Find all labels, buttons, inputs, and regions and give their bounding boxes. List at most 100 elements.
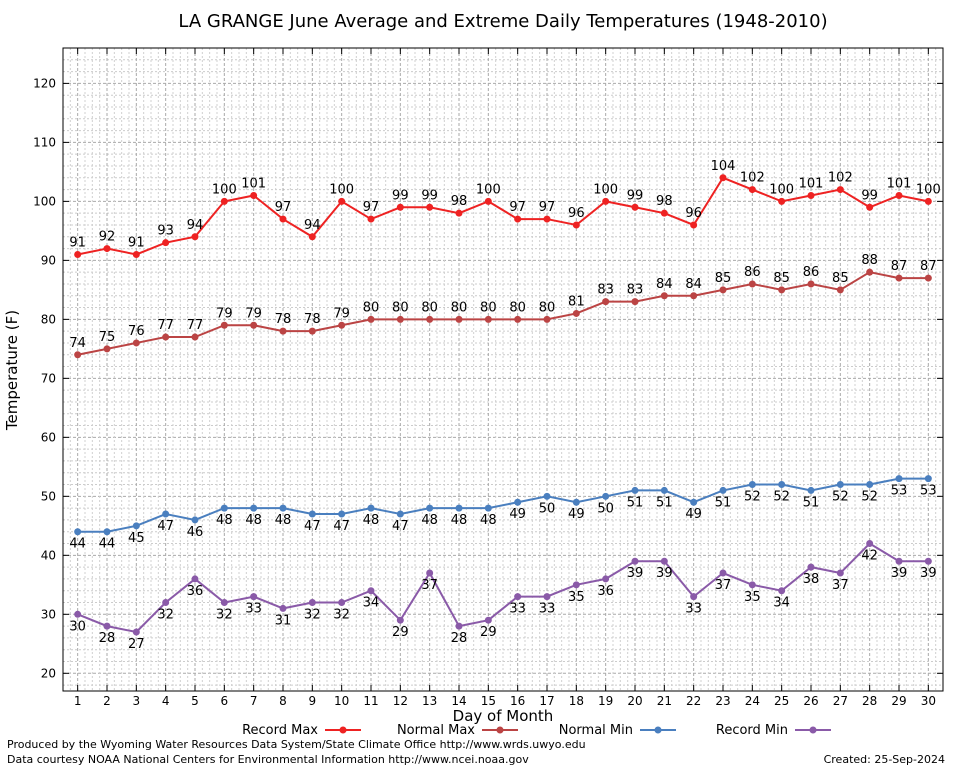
- data-point: [572, 498, 580, 506]
- data-point: [162, 333, 170, 341]
- x-tick-label: 19: [598, 694, 613, 708]
- data-point: [484, 315, 492, 323]
- data-point: [602, 575, 610, 583]
- series-line: [77, 176, 929, 256]
- data-point: [690, 498, 698, 506]
- data-label: 75: [99, 330, 116, 345]
- data-point: [660, 209, 668, 217]
- series-layer: 91 92 91 93 94 100 101 97 94 100 97 99 99 98 100 97 97 96…: [69, 159, 940, 652]
- data-label: 85: [773, 271, 790, 286]
- data-point: [191, 575, 199, 583]
- data-point: [191, 516, 199, 524]
- data-label: 32: [304, 608, 321, 623]
- data-label: 48: [216, 513, 233, 528]
- data-label: 51: [627, 495, 644, 510]
- data-label: 83: [597, 283, 614, 298]
- data-point: [690, 292, 698, 300]
- x-tick-label: 23: [715, 694, 730, 708]
- data-point: [426, 504, 434, 512]
- x-tick-label: 14: [451, 694, 466, 708]
- data-point: [719, 286, 727, 294]
- data-point: [220, 197, 228, 205]
- data-label: 39: [627, 566, 644, 581]
- data-label: 44: [99, 537, 116, 552]
- data-label: 96: [685, 206, 702, 221]
- x-tick-label: 3: [133, 694, 141, 708]
- data-label: 80: [421, 300, 438, 315]
- y-axis: 20 30 40 50 60 70 80 90 100 110 120: [33, 76, 943, 680]
- data-point: [807, 280, 815, 288]
- x-tick-label: 11: [363, 694, 378, 708]
- data-label: 100: [916, 182, 941, 197]
- x-axis-label: Day of Month: [453, 707, 554, 725]
- data-point: [924, 197, 932, 205]
- data-point: [308, 510, 316, 518]
- data-label: 53: [891, 484, 908, 499]
- data-point: [132, 339, 140, 347]
- series-record-max: 91 92 91 93 94 100 101 97 94 100 97 99 99 98 100 97 97 96…: [69, 159, 941, 258]
- data-point: [690, 221, 698, 229]
- data-point: [924, 274, 932, 282]
- data-point: [74, 351, 82, 359]
- data-label: 79: [216, 306, 233, 321]
- data-point: [572, 221, 580, 229]
- data-label: 28: [451, 631, 468, 646]
- data-point: [514, 215, 522, 223]
- y-tick-label: 90: [41, 253, 56, 267]
- data-point: [572, 581, 580, 589]
- data-point: [572, 309, 580, 317]
- y-axis-label: Temperature (F): [3, 310, 21, 431]
- data-point: [807, 486, 815, 494]
- x-tick-label: 4: [162, 694, 170, 708]
- data-label: 33: [685, 602, 702, 617]
- data-point: [660, 292, 668, 300]
- data-point: [748, 280, 756, 288]
- data-label: 85: [715, 271, 732, 286]
- data-point: [367, 587, 375, 595]
- data-label: 99: [627, 188, 644, 203]
- data-point: [719, 486, 727, 494]
- data-point: [338, 197, 346, 205]
- data-label: 80: [392, 300, 409, 315]
- data-point: [396, 203, 404, 211]
- data-point: [514, 315, 522, 323]
- data-point: [866, 203, 874, 211]
- data-label: 53: [920, 484, 937, 499]
- data-point: [807, 563, 815, 571]
- data-point: [866, 481, 874, 489]
- data-label: 46: [187, 525, 204, 540]
- data-label: 88: [861, 253, 878, 268]
- data-label: 48: [275, 513, 292, 528]
- y-tick-label: 20: [41, 666, 56, 680]
- x-tick-label: 9: [309, 694, 317, 708]
- data-label: 35: [568, 590, 585, 605]
- data-point: [74, 250, 82, 258]
- data-label: 50: [597, 501, 614, 516]
- data-label: 29: [392, 625, 409, 640]
- data-label: 30: [69, 619, 86, 634]
- data-label: 80: [480, 300, 497, 315]
- data-point: [338, 321, 346, 329]
- data-point: [778, 481, 786, 489]
- data-label: 39: [891, 566, 908, 581]
- data-point: [631, 486, 639, 494]
- data-point: [250, 504, 258, 512]
- data-point: [895, 475, 903, 483]
- data-label: 78: [275, 312, 292, 327]
- x-tick-label: 1: [74, 694, 82, 708]
- data-point: [924, 475, 932, 483]
- data-point: [866, 268, 874, 276]
- data-point: [748, 481, 756, 489]
- data-point: [279, 215, 287, 223]
- data-label: 49: [568, 507, 585, 522]
- x-tick-label: 7: [250, 694, 258, 708]
- y-tick-label: 40: [41, 548, 56, 562]
- data-label: 94: [187, 218, 204, 233]
- data-point: [74, 610, 82, 618]
- data-label: 94: [304, 218, 321, 233]
- chart-title: LA GRANGE June Average and Extreme Daily…: [178, 11, 827, 32]
- data-point: [220, 321, 228, 329]
- data-point: [631, 203, 639, 211]
- data-label: 51: [656, 495, 673, 510]
- data-point: [308, 599, 316, 607]
